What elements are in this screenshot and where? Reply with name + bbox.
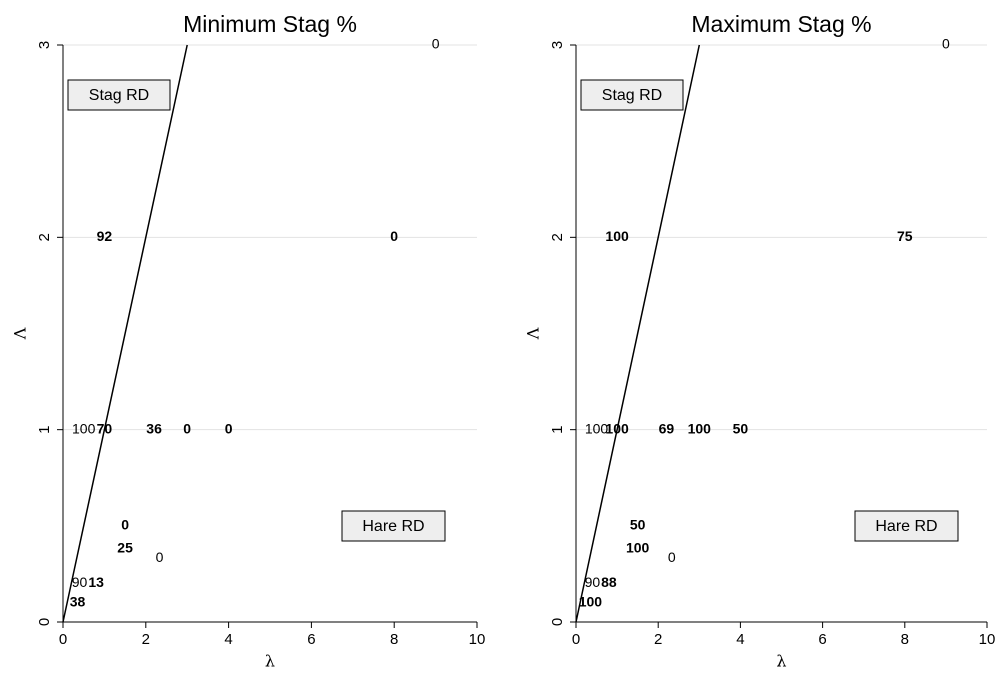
annotation: Stag RD <box>89 87 149 104</box>
annotation-box <box>854 510 959 542</box>
y-tick-label: 0 <box>36 618 53 626</box>
y-tick-label: 3 <box>36 41 53 49</box>
point-label: 90 <box>72 574 88 590</box>
annotation: Stag RD <box>602 87 662 104</box>
point-label: 100 <box>605 228 629 244</box>
point-label: 100 <box>626 540 650 556</box>
y-tick-label: 2 <box>549 233 566 241</box>
y-axis-title: Λ <box>11 327 30 340</box>
annotation: Hare RD <box>875 518 937 535</box>
point-label: 100 <box>579 593 603 609</box>
annotation: Hare RD <box>362 518 424 535</box>
point-label: 0 <box>156 549 164 565</box>
x-tick-label: 0 <box>59 631 67 648</box>
point-label: 69 <box>659 420 675 436</box>
x-axis-title: λ <box>776 652 786 671</box>
point-label: 75 <box>897 228 913 244</box>
annotation-box <box>341 510 446 542</box>
point-label: 0 <box>183 420 191 436</box>
point-label: 13 <box>88 574 104 590</box>
annotation-box <box>580 79 684 111</box>
point-label: 36 <box>146 420 162 436</box>
x-tick-label: 2 <box>142 631 150 648</box>
y-tick-label: 1 <box>36 425 53 433</box>
reference-line <box>62 44 188 623</box>
point-label: 100 <box>688 420 712 436</box>
annotation-box <box>67 79 171 111</box>
point-label: 0 <box>121 517 129 533</box>
reference-line <box>575 44 701 623</box>
point-label: 0 <box>668 549 676 565</box>
point-label: 0 <box>225 420 233 436</box>
point-label: 100 <box>605 420 629 436</box>
panel: Minimum Stag % 0 1 2 3 0 2 4 6 8 10 λ Λ Stag RD Hare R… <box>11 11 486 670</box>
point-label: 70 <box>97 420 113 436</box>
y-tick-label: 0 <box>549 618 566 626</box>
point-label: 38 <box>70 593 86 609</box>
y-tick-label: 2 <box>36 233 53 241</box>
point-label: 92 <box>97 228 113 244</box>
point-label: 50 <box>733 420 749 436</box>
chart-title: Minimum Stag % <box>183 11 357 37</box>
x-tick-label: 10 <box>979 631 996 648</box>
y-tick-label: 3 <box>549 41 566 49</box>
x-tick-label: 4 <box>224 631 232 648</box>
point-label: 90 <box>585 574 601 590</box>
x-tick-label: 10 <box>469 631 486 648</box>
x-tick-label: 6 <box>307 631 315 648</box>
point-label: 100 <box>585 420 609 436</box>
point-label: 0 <box>432 36 440 52</box>
chart-title: Maximum Stag % <box>691 11 871 37</box>
point-label: 88 <box>601 574 617 590</box>
panel: Maximum Stag % 0 1 2 3 0 2 4 6 8 10 λ Λ Stag RD Hare R… <box>524 11 996 670</box>
x-tick-label: 8 <box>390 631 398 648</box>
x-axis-title: λ <box>265 652 275 671</box>
x-tick-label: 2 <box>654 631 662 648</box>
x-tick-label: 4 <box>736 631 744 648</box>
point-label: 25 <box>117 540 133 556</box>
y-axis-title: Λ <box>524 327 543 340</box>
x-tick-label: 8 <box>901 631 909 648</box>
point-label: 100 <box>72 420 96 436</box>
y-tick-label: 1 <box>549 425 566 433</box>
x-tick-label: 6 <box>818 631 826 648</box>
point-label: 0 <box>390 228 398 244</box>
x-tick-label: 0 <box>572 631 580 648</box>
point-label: 50 <box>630 517 646 533</box>
point-label: 0 <box>942 36 950 52</box>
